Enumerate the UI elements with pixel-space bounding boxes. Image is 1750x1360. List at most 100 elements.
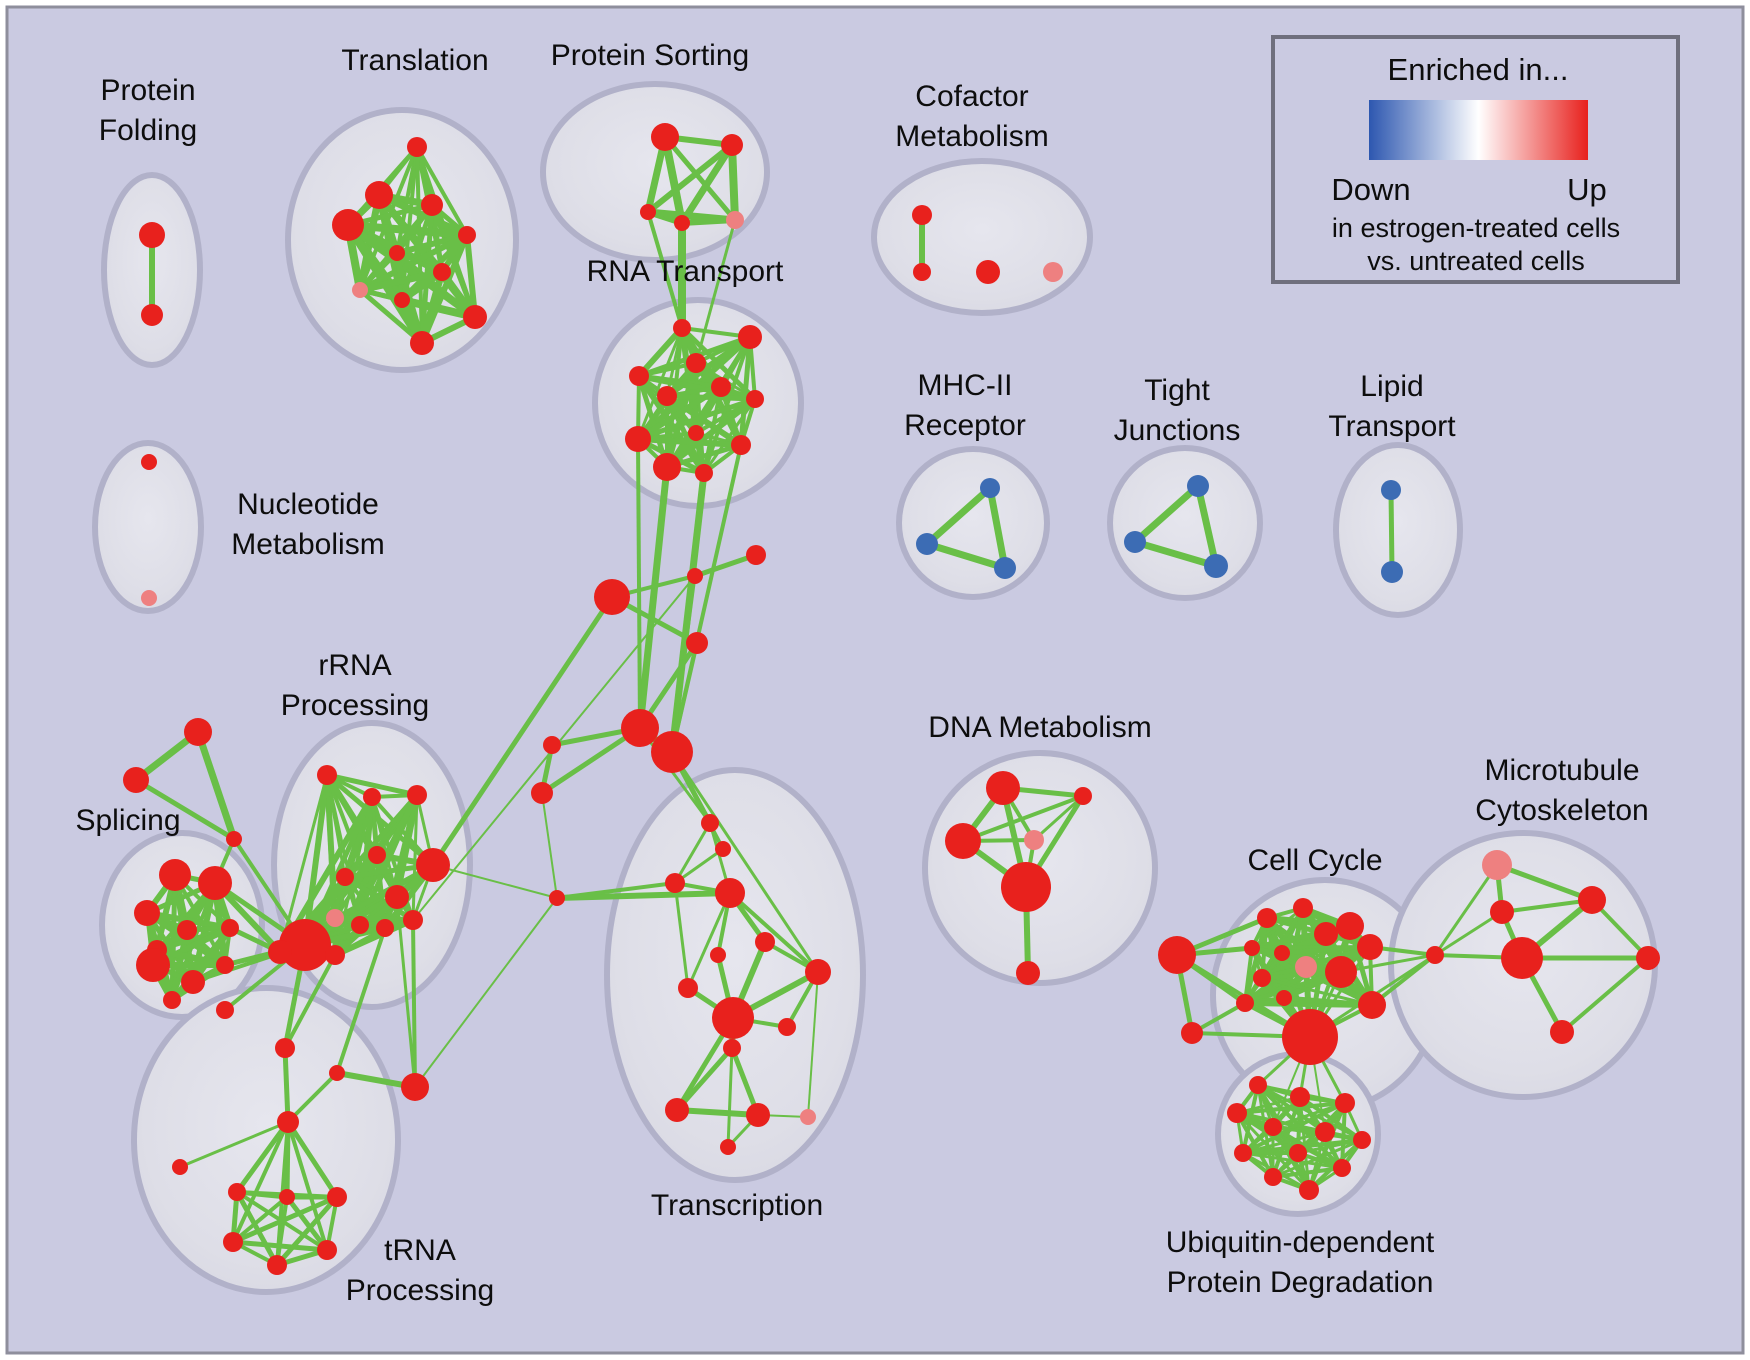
graph-node-mt6[interactable] bbox=[1550, 1020, 1574, 1044]
graph-node-rr7[interactable] bbox=[416, 848, 450, 882]
graph-node-pf2[interactable] bbox=[141, 304, 163, 326]
graph-node-tx0b[interactable] bbox=[715, 841, 731, 857]
graph-node-ub10[interactable] bbox=[1333, 1159, 1351, 1177]
graph-node-rt1[interactable] bbox=[673, 319, 691, 337]
graph-node-jn8[interactable] bbox=[531, 782, 553, 804]
graph-node-tx10[interactable] bbox=[665, 1098, 689, 1122]
graph-node-ub3[interactable] bbox=[1335, 1093, 1355, 1113]
graph-node-mh1[interactable] bbox=[980, 478, 1000, 498]
graph-node-ub1[interactable] bbox=[1249, 1076, 1267, 1094]
graph-node-rr1[interactable] bbox=[317, 765, 337, 785]
graph-node-jn2[interactable] bbox=[687, 568, 703, 584]
graph-node-tl7[interactable] bbox=[433, 263, 451, 281]
graph-node-sp1[interactable] bbox=[159, 859, 191, 891]
graph-node-ub4[interactable] bbox=[1227, 1103, 1247, 1123]
graph-node-tl1[interactable] bbox=[407, 137, 427, 157]
graph-node-rr10[interactable] bbox=[376, 919, 394, 937]
graph-node-lp2[interactable] bbox=[1381, 561, 1403, 583]
graph-node-rr12[interactable] bbox=[279, 919, 331, 971]
graph-node-tx1[interactable] bbox=[665, 873, 685, 893]
graph-node-mt0[interactable] bbox=[1426, 946, 1444, 964]
graph-node-tl11[interactable] bbox=[410, 331, 434, 355]
graph-node-tx3[interactable] bbox=[755, 932, 775, 952]
graph-node-mt2[interactable] bbox=[1578, 886, 1606, 914]
graph-node-rr13[interactable] bbox=[268, 940, 292, 964]
graph-node-ps1[interactable] bbox=[651, 123, 679, 151]
graph-node-cc7[interactable] bbox=[1274, 945, 1290, 961]
graph-node-mt5[interactable] bbox=[1636, 946, 1660, 970]
graph-node-tr7[interactable] bbox=[279, 1189, 295, 1205]
graph-node-ub6[interactable] bbox=[1315, 1122, 1335, 1142]
graph-node-rt5[interactable] bbox=[657, 386, 677, 406]
graph-node-st2[interactable] bbox=[123, 767, 149, 793]
graph-node-jn1[interactable] bbox=[594, 579, 630, 615]
graph-node-rt8[interactable] bbox=[688, 425, 704, 441]
graph-node-dm3[interactable] bbox=[945, 823, 981, 859]
graph-node-rr11[interactable] bbox=[403, 910, 423, 930]
graph-node-rt10[interactable] bbox=[653, 453, 681, 481]
graph-node-rt3[interactable] bbox=[686, 353, 706, 373]
graph-node-tl8[interactable] bbox=[352, 282, 368, 298]
graph-node-rr8[interactable] bbox=[326, 909, 344, 927]
graph-node-sp4[interactable] bbox=[177, 920, 197, 940]
graph-node-sp7[interactable] bbox=[136, 948, 170, 982]
graph-node-tr10[interactable] bbox=[317, 1240, 337, 1260]
graph-node-sp3[interactable] bbox=[134, 900, 160, 926]
graph-node-tx2[interactable] bbox=[715, 878, 745, 908]
graph-node-cf2[interactable] bbox=[913, 263, 931, 281]
graph-node-tl3[interactable] bbox=[421, 194, 443, 216]
graph-node-tj2[interactable] bbox=[1124, 531, 1146, 553]
graph-node-cc1[interactable] bbox=[1257, 908, 1277, 928]
graph-node-cc3[interactable] bbox=[1314, 922, 1338, 946]
graph-node-rt12[interactable] bbox=[731, 435, 751, 455]
graph-node-ps2[interactable] bbox=[721, 134, 743, 156]
graph-node-rr6[interactable] bbox=[385, 885, 409, 909]
graph-node-cc8[interactable] bbox=[1295, 956, 1317, 978]
graph-node-lp1[interactable] bbox=[1381, 480, 1401, 500]
graph-node-rt2[interactable] bbox=[738, 325, 762, 349]
graph-node-dm5[interactable] bbox=[1001, 862, 1051, 912]
graph-node-pf1[interactable] bbox=[139, 222, 165, 248]
graph-node-tr3[interactable] bbox=[401, 1073, 429, 1101]
graph-node-tr1[interactable] bbox=[275, 1038, 295, 1058]
graph-node-jn9[interactable] bbox=[549, 890, 565, 906]
graph-node-tr2[interactable] bbox=[329, 1065, 345, 1081]
graph-node-jn6[interactable] bbox=[651, 731, 693, 773]
graph-node-mt4[interactable] bbox=[1501, 937, 1543, 979]
graph-node-tx11[interactable] bbox=[746, 1103, 770, 1127]
graph-node-jn3[interactable] bbox=[746, 545, 766, 565]
graph-node-sp8[interactable] bbox=[181, 970, 205, 994]
graph-node-rr9[interactable] bbox=[351, 916, 369, 934]
graph-node-tr0[interactable] bbox=[216, 1001, 234, 1019]
graph-node-ccs1[interactable] bbox=[1158, 936, 1196, 974]
graph-node-sp2[interactable] bbox=[198, 866, 232, 900]
graph-node-rr4[interactable] bbox=[368, 846, 386, 864]
graph-node-tl9[interactable] bbox=[394, 292, 410, 308]
graph-node-st1[interactable] bbox=[184, 718, 212, 746]
graph-node-rt9[interactable] bbox=[625, 426, 651, 452]
graph-node-rt7[interactable] bbox=[746, 390, 764, 408]
graph-node-ps5[interactable] bbox=[726, 211, 744, 229]
graph-node-tj3[interactable] bbox=[1204, 554, 1228, 578]
graph-node-tx7[interactable] bbox=[712, 997, 754, 1039]
graph-node-rr14[interactable] bbox=[325, 945, 345, 965]
graph-node-tl6[interactable] bbox=[389, 245, 405, 261]
graph-node-cf1[interactable] bbox=[912, 205, 932, 225]
graph-node-tl10[interactable] bbox=[463, 305, 487, 329]
graph-node-cc5[interactable] bbox=[1357, 934, 1383, 960]
graph-node-nm2[interactable] bbox=[141, 590, 157, 606]
graph-node-rt6[interactable] bbox=[711, 377, 731, 397]
graph-node-cf4[interactable] bbox=[1043, 262, 1063, 282]
graph-node-cc2[interactable] bbox=[1293, 898, 1313, 918]
graph-node-tx13[interactable] bbox=[720, 1139, 736, 1155]
graph-node-rr2[interactable] bbox=[363, 788, 381, 806]
graph-node-ub2[interactable] bbox=[1290, 1087, 1310, 1107]
graph-node-ub12[interactable] bbox=[1299, 1180, 1319, 1200]
graph-node-tr5[interactable] bbox=[172, 1159, 188, 1175]
graph-node-tr4[interactable] bbox=[277, 1111, 299, 1133]
graph-node-sp5[interactable] bbox=[221, 919, 239, 937]
graph-node-tx0[interactable] bbox=[701, 814, 719, 832]
graph-node-mh3[interactable] bbox=[994, 557, 1016, 579]
graph-node-ub5[interactable] bbox=[1264, 1118, 1282, 1136]
graph-node-tl4[interactable] bbox=[332, 209, 364, 241]
